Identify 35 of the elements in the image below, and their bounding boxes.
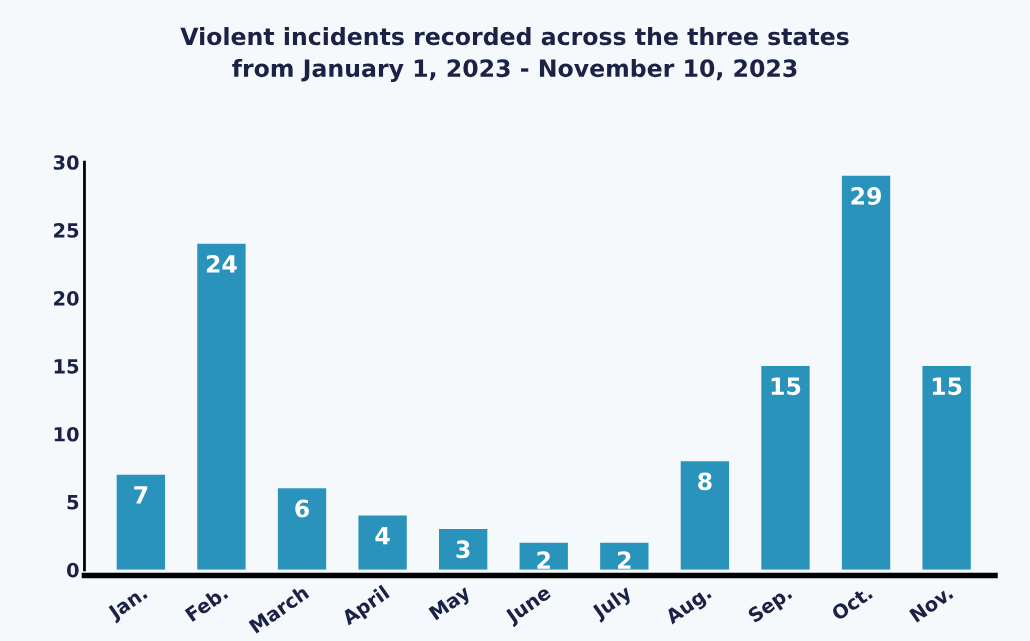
x-tick-label: Sep.: [747, 585, 795, 627]
bar: [358, 515, 407, 570]
data-label: 24: [206, 255, 237, 273]
data-label: 3: [456, 540, 470, 559]
y-tick-label: 20: [54, 291, 79, 306]
x-tick-label: Oct.: [830, 585, 874, 622]
data-label: 2: [617, 551, 631, 569]
data-label: 6: [295, 499, 309, 518]
x-tick-label: Nov.: [909, 585, 954, 623]
bar: [197, 243, 246, 570]
x-tick-label: May: [428, 584, 474, 624]
bar: [841, 175, 891, 570]
y-tick-label: 30: [53, 155, 79, 170]
y-tick-label: 0: [67, 562, 79, 578]
y-tick-label: 25: [54, 223, 79, 238]
bar: [761, 366, 810, 570]
data-label: 2: [537, 551, 550, 569]
bar: [680, 461, 730, 570]
bar: [922, 366, 971, 570]
bar: [277, 488, 327, 570]
bar: [439, 529, 488, 570]
chart-title: Violent incidents recorded across the three states from January 1, 2023 - November 10, 2023: [180, 27, 849, 82]
y-tick-label: 15: [54, 359, 79, 374]
data-label: 8: [698, 472, 712, 491]
y-tick-label: 5: [67, 495, 79, 510]
x-tick-label: Jan.: [106, 585, 150, 624]
x-tick-label: Aug.: [664, 585, 715, 628]
x-tick-label: Feb.: [184, 584, 229, 622]
data-label: 7: [134, 486, 148, 504]
y-tick-label: 10: [54, 426, 79, 442]
data-label: 29: [851, 187, 881, 205]
data-label: 15: [771, 377, 801, 396]
bar: [116, 474, 166, 570]
data-label: 4: [375, 527, 390, 545]
data-label: 15: [932, 377, 962, 396]
